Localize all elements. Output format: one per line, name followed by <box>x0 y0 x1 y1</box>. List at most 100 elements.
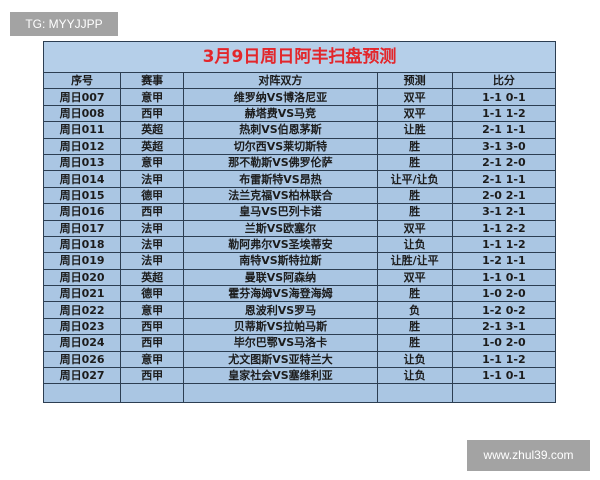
cell-prediction: 让负 <box>376 235 453 254</box>
cell-league: 英超 <box>120 268 185 287</box>
cell-prediction: 胜 <box>376 334 453 352</box>
cell-match-id: 周日022 <box>42 301 122 319</box>
cell-match-id: 周日019 <box>42 252 122 270</box>
cell-prediction: 让胜 <box>376 121 453 139</box>
table-title: 3月9日周日阿丰扫盘预测 <box>43 41 556 73</box>
cell-prediction: 双平 <box>376 104 453 123</box>
table-row: 周日015 德甲 法兰克福VS柏林联合胜 2-0 2-1 <box>42 186 557 205</box>
header-id: 序号 <box>42 71 122 90</box>
header-prediction: 预测 <box>376 71 453 90</box>
cell-prediction: 双平 <box>376 88 453 106</box>
cell-score: 1-2 1-1 <box>451 252 557 270</box>
cell-teams: 毕尔巴鄂VS马洛卡 <box>183 334 378 352</box>
empty-row <box>42 383 557 404</box>
cell-score: 1-1 0-1 <box>451 88 557 106</box>
table-row: 周日022 意甲 恩波利VS罗马负 1-2 0-2 <box>42 301 557 319</box>
cell-score: 2-1 1-1 <box>451 170 557 188</box>
empty-cell <box>451 383 557 404</box>
prediction-table: 3月9日周日阿丰扫盘预测 序号 赛事 对阵双方 预测 比分 周日007 意甲 维罗纳… <box>42 41 557 404</box>
cell-match-id: 周日013 <box>42 153 122 172</box>
cell-teams: 切尔西VS莱切斯特 <box>183 137 378 155</box>
table-row: 周日011 英超 热刺VS伯恩茅斯 让胜 2-1 1-1 <box>42 121 557 139</box>
cell-match-id: 周日014 <box>42 170 122 188</box>
cell-league: 英超 <box>120 121 185 139</box>
cell-match-id: 周日007 <box>42 88 122 106</box>
cell-prediction: 让胜/让平 <box>376 252 453 270</box>
table-row: 周日019 法甲 南特VS斯特拉斯 让胜/让平 1-2 1-1 <box>42 252 557 270</box>
cell-prediction: 让负 <box>376 367 453 385</box>
cell-prediction: 负 <box>376 301 453 319</box>
cell-league: 西甲 <box>120 104 185 123</box>
cell-prediction: 双平 <box>376 219 453 237</box>
cell-score: 1-1 0-1 <box>451 268 557 287</box>
cell-score: 2-1 3-1 <box>451 317 557 336</box>
table-row: 周日021 德甲 霍芬海姆VS海登海姆胜 1-0 2-0 <box>42 285 557 303</box>
cell-match-id: 周日012 <box>42 137 122 155</box>
cell-league: 意甲 <box>120 301 185 319</box>
cell-teams: 法兰克福VS柏林联合 <box>183 186 378 205</box>
table-row: 周日020 英超 曼联VS阿森纳 双平 1-1 0-1 <box>42 268 557 287</box>
cell-score: 3-1 2-1 <box>451 203 557 221</box>
cell-teams: 热刺VS伯恩茅斯 <box>183 121 378 139</box>
cell-match-id: 周日026 <box>42 350 122 369</box>
table-row: 周日027 西甲 皇家社会VS塞维利亚 让负 1-1 0-1 <box>42 367 557 385</box>
watermark-bottom: www.zhul39.com <box>467 440 590 471</box>
table-row: 周日016 西甲 皇马VS巴列卡诺胜 3-1 2-1 <box>42 203 557 221</box>
cell-teams: 霍芬海姆VS海登海姆 <box>183 285 378 303</box>
table-row: 周日014 法甲 布雷斯特VS昂热 让平/让负 2-1 1-1 <box>42 170 557 188</box>
cell-match-id: 周日021 <box>42 285 122 303</box>
cell-teams: 贝蒂斯VS拉帕马斯 <box>183 317 378 336</box>
cell-score: 2-1 2-0 <box>451 153 557 172</box>
cell-prediction: 胜 <box>376 285 453 303</box>
header-row: 序号 赛事 对阵双方 预测 比分 <box>42 71 557 90</box>
cell-teams: 维罗纳VS博洛尼亚 <box>183 88 378 106</box>
cell-league: 法甲 <box>120 170 185 188</box>
cell-match-id: 周日027 <box>42 367 122 385</box>
cell-teams: 皇家社会VS塞维利亚 <box>183 367 378 385</box>
cell-league: 法甲 <box>120 252 185 270</box>
cell-league: 意甲 <box>120 153 185 172</box>
cell-prediction: 让平/让负 <box>376 170 453 188</box>
table-row: 周日012 英超 切尔西VS莱切斯特胜 3-1 3-0 <box>42 137 557 155</box>
cell-league: 意甲 <box>120 88 185 106</box>
cell-teams: 布雷斯特VS昂热 <box>183 170 378 188</box>
cell-prediction: 胜 <box>376 153 453 172</box>
cell-teams: 曼联VS阿森纳 <box>183 268 378 287</box>
cell-league: 西甲 <box>120 334 185 352</box>
empty-cell <box>183 383 378 404</box>
table-row: 周日026 意甲 尤文图斯VS亚特兰大 让负 1-1 1-2 <box>42 350 557 369</box>
cell-score: 3-1 3-0 <box>451 137 557 155</box>
cell-teams: 兰斯VS欧塞尔 <box>183 219 378 237</box>
cell-teams: 勒阿弗尔VS圣埃蒂安 <box>183 235 378 254</box>
cell-score: 2-1 1-1 <box>451 121 557 139</box>
cell-teams: 恩波利VS罗马 <box>183 301 378 319</box>
cell-league: 西甲 <box>120 203 185 221</box>
cell-score: 1-1 1-2 <box>451 350 557 369</box>
table-row: 周日017 法甲 兰斯VS欧塞尔 双平 1-1 2-2 <box>42 219 557 237</box>
cell-prediction: 双平 <box>376 268 453 287</box>
table-row: 周日024 西甲 毕尔巴鄂VS马洛卡胜 1-0 2-0 <box>42 334 557 352</box>
cell-match-id: 周日008 <box>42 104 122 123</box>
cell-teams: 赫塔费VS马竞 <box>183 104 378 123</box>
cell-match-id: 周日018 <box>42 235 122 254</box>
cell-prediction: 胜 <box>376 203 453 221</box>
cell-score: 2-0 2-1 <box>451 186 557 205</box>
cell-league: 德甲 <box>120 285 185 303</box>
empty-cell <box>376 383 453 404</box>
cell-score: 1-1 2-2 <box>451 219 557 237</box>
cell-match-id: 周日017 <box>42 219 122 237</box>
table-row: 周日013 意甲 那不勒斯VS佛罗伦萨胜 2-1 2-0 <box>42 153 557 172</box>
header-score: 比分 <box>451 71 557 90</box>
cell-match-id: 周日024 <box>42 334 122 352</box>
header-match: 对阵双方 <box>183 71 378 90</box>
empty-cell <box>42 383 122 404</box>
cell-league: 西甲 <box>120 317 185 336</box>
header-league: 赛事 <box>120 71 185 90</box>
table-row: 周日018 法甲 勒阿弗尔VS圣埃蒂安 让负 1-1 1-2 <box>42 235 557 254</box>
cell-match-id: 周日011 <box>42 121 122 139</box>
cell-prediction: 胜 <box>376 186 453 205</box>
cell-prediction: 胜 <box>376 317 453 336</box>
cell-league: 英超 <box>120 137 185 155</box>
watermark-top: TG: MYYJJPP <box>10 12 118 36</box>
table-row: 周日008 西甲 赫塔费VS马竞 双平 1-1 1-2 <box>42 104 557 123</box>
